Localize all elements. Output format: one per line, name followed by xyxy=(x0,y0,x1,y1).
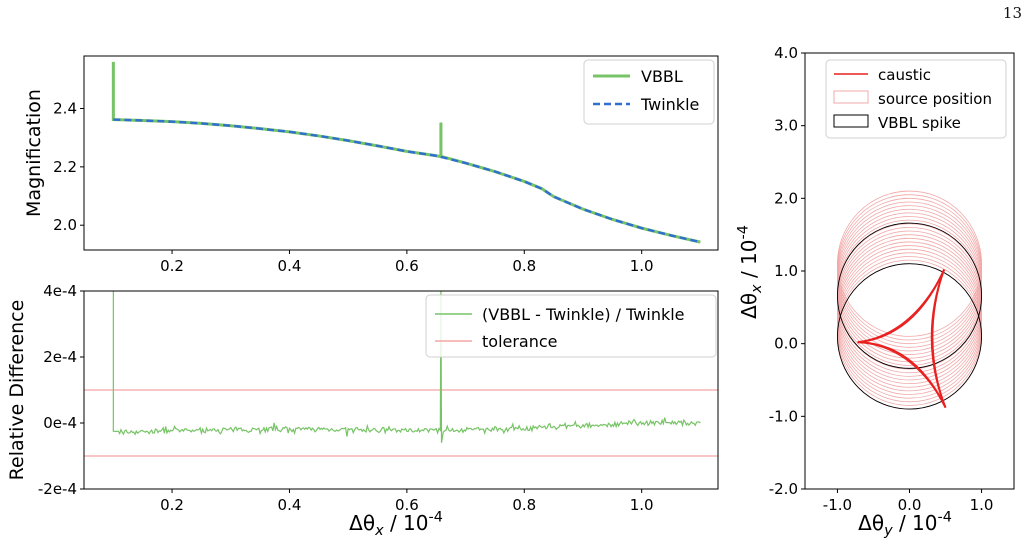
x-tick-label: -1.0 xyxy=(823,496,852,514)
legend-swatch-source-position xyxy=(833,90,869,104)
axes-frame xyxy=(83,290,719,490)
x-tick-label: 0.2 xyxy=(160,257,184,275)
y-tick-label: 1.0 xyxy=(774,262,798,280)
legend-label-tolerance: tolerance xyxy=(482,332,558,351)
y-tick-label: 2.2 xyxy=(53,158,77,176)
caustic-curve xyxy=(932,269,946,408)
source-plane-panel: -1.0 0.0 1.0 -2.0 -1.0 0.0 1.0 2.0 3.0 4.0 Δθx / 1… xyxy=(736,44,1015,539)
legend-frame xyxy=(825,59,1007,139)
x-tick-label: 0.8 xyxy=(512,257,536,275)
legend-frame xyxy=(425,294,717,358)
x-axis-label: Δθy / 10-4 xyxy=(858,510,952,539)
y-axis-label: Δθx / 10-4 xyxy=(736,225,765,319)
caustic-curve xyxy=(857,341,946,408)
x-tick-label: 0.8 xyxy=(512,496,536,514)
legend-label-source-position: source position xyxy=(878,90,992,108)
y-tick-label: 3.0 xyxy=(774,117,798,135)
y-tick-label: -1.0 xyxy=(769,407,798,425)
y-tick-label: 2.0 xyxy=(53,216,77,234)
legend-label-vbbl: VBBL xyxy=(641,67,683,86)
y-tick-label: -2e-4 xyxy=(38,480,77,498)
axes-frame xyxy=(83,55,719,251)
y-tick-label: 4.0 xyxy=(774,44,798,62)
y-tick-label: 2.0 xyxy=(774,189,798,207)
y-tick-label: 0e-4 xyxy=(43,414,77,432)
y-tick-label: -2.0 xyxy=(769,480,798,498)
x-tick-label: 1.0 xyxy=(630,257,654,275)
y-tick-label: 0.0 xyxy=(774,335,798,353)
x-tick-label: 0.4 xyxy=(278,496,302,514)
x-tick-label: 0.0 xyxy=(898,496,922,514)
x-tick-label: 1.0 xyxy=(630,496,654,514)
series-line-twinkle xyxy=(113,118,701,244)
legend-label-caustic: caustic xyxy=(878,66,931,84)
y-tick-label: 4e-4 xyxy=(43,282,77,300)
series-line-relative-difference xyxy=(112,291,701,443)
source-position-circle xyxy=(837,190,982,337)
x-axis-label: Δθx / 10-4 xyxy=(349,510,443,539)
y-tick-label: 2e-4 xyxy=(43,348,77,366)
vbbl-spike-circle xyxy=(836,263,983,410)
vbbl-spike-circle xyxy=(836,222,983,369)
legend-label-vbbl-spike: VBBL spike xyxy=(878,114,961,132)
page-number: 13 xyxy=(1002,4,1022,22)
x-tick-label: 0.6 xyxy=(395,496,419,514)
x-tick-label: 0.6 xyxy=(395,257,419,275)
source-plane-plot xyxy=(836,190,983,410)
x-tick-label: 0.2 xyxy=(160,496,184,514)
y-axis-label: Magnification xyxy=(23,89,45,217)
x-tick-label: 0.4 xyxy=(278,257,302,275)
y-axis-label: Relative Difference xyxy=(6,300,28,481)
relative-difference-panel: 0.2 0.4 0.6 0.8 1.0 -2e-4 0e-4 2e-4 4e-4 Relative… xyxy=(6,282,719,539)
legend-label-twinkle: Twinkle xyxy=(640,95,699,114)
caustic-curve xyxy=(857,269,945,343)
magnification-panel: 0.2 0.4 0.6 0.8 1.0 2.0 2.2 2.4 Magnification VBB… xyxy=(23,55,719,275)
x-tick-label: 1.0 xyxy=(970,496,994,514)
y-tick-label: 2.4 xyxy=(53,100,77,118)
legend-label-relative-difference: (VBBL - Twinkle) / Twinkle xyxy=(482,305,685,324)
legend-swatch-vbbl-spike xyxy=(833,114,869,128)
